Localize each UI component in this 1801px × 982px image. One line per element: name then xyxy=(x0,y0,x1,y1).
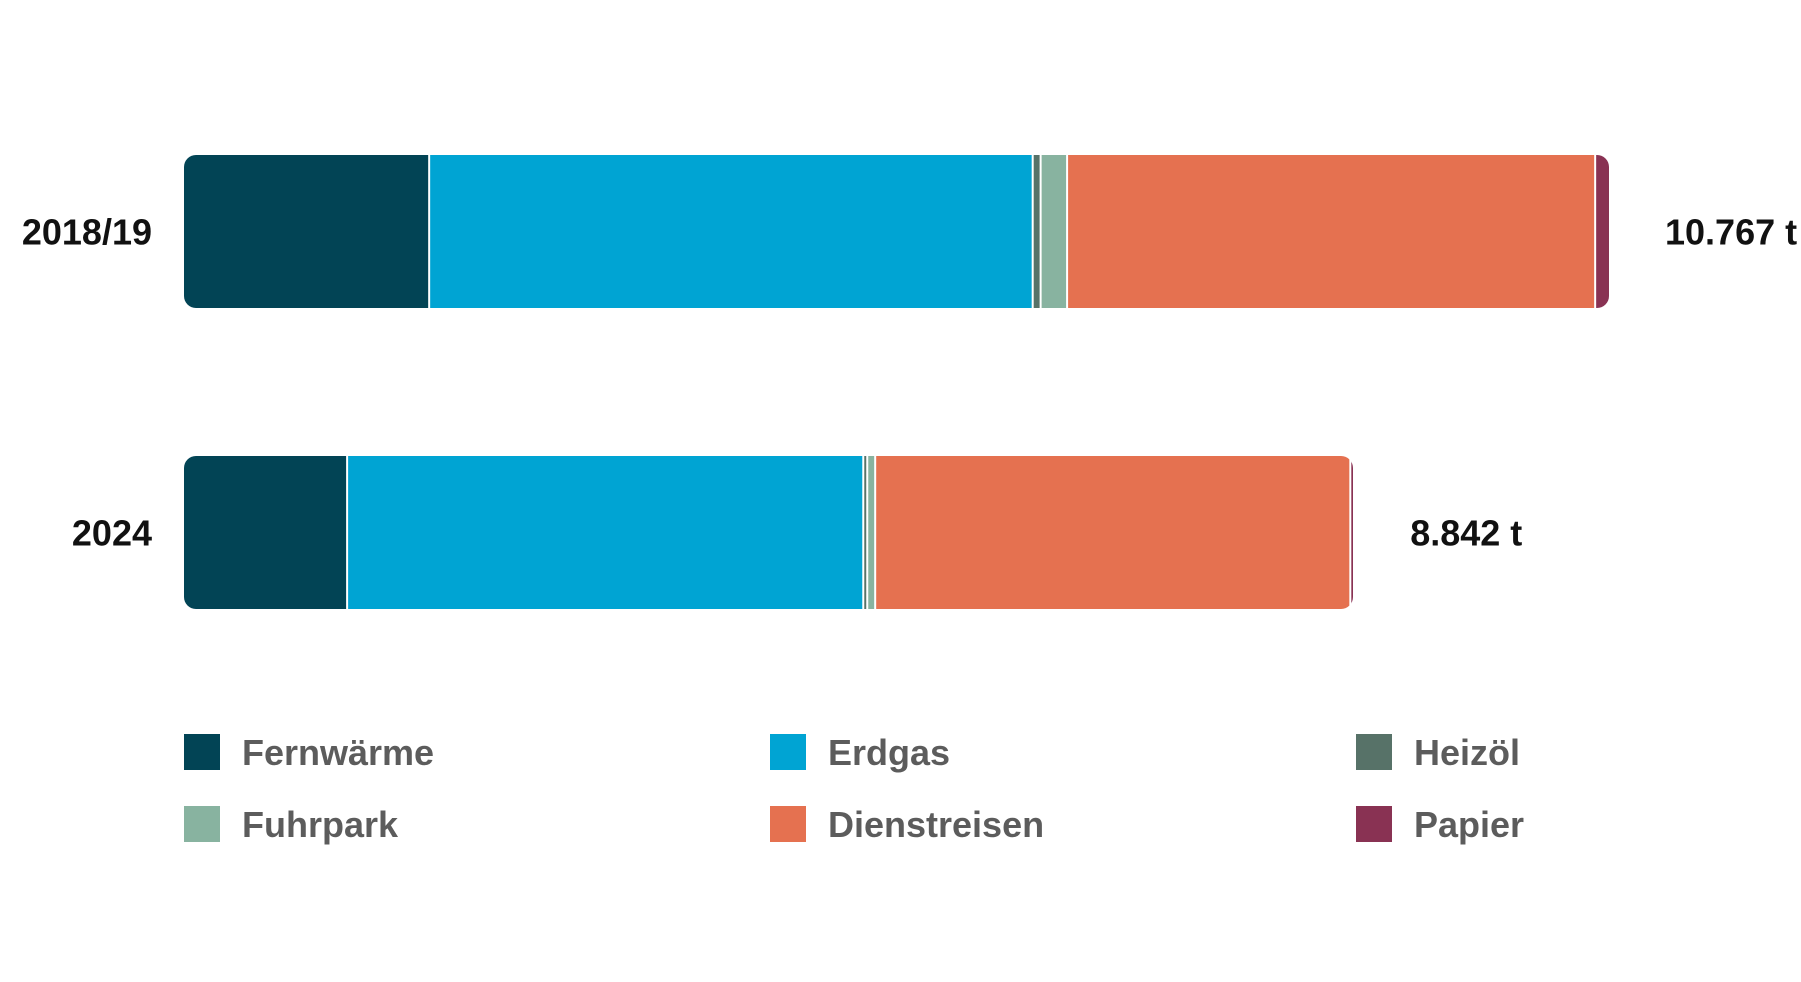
bar-segment-fernwärme xyxy=(184,155,429,308)
legend-item-dienstreisen: Dienstreisen xyxy=(770,804,1044,845)
bar-segment-dienstreisen xyxy=(1068,155,1595,308)
total-label: 8.842 t xyxy=(1410,513,1522,554)
category-label: 2018/19 xyxy=(22,212,152,253)
legend-label: Dienstreisen xyxy=(828,804,1044,845)
bar-segment-heizöl xyxy=(864,456,867,609)
row-labels: 2018/19 2024 xyxy=(22,212,152,554)
legend-swatch xyxy=(1356,806,1392,842)
legend-item-papier: Papier xyxy=(1356,804,1524,845)
bar-segment-fuhrpark xyxy=(1041,155,1067,308)
legend-swatch xyxy=(770,806,806,842)
legend-label: Papier xyxy=(1414,804,1524,845)
bar-segment-papier xyxy=(1351,456,1353,609)
totals: 10.767 t 8.842 t xyxy=(1410,212,1797,554)
legend-item-fernwärme: Fernwärme xyxy=(184,732,434,773)
bar-row-0 xyxy=(184,155,1609,308)
legend-label: Heizöl xyxy=(1414,732,1520,773)
legend-swatch xyxy=(1356,734,1392,770)
legend-swatch xyxy=(184,734,220,770)
bar-segment-papier xyxy=(1596,155,1609,308)
legend-swatch xyxy=(184,806,220,842)
legend: Fernwärme Erdgas Heizöl Fuhrpark Dienstreise… xyxy=(184,732,1524,845)
legend-label: Fuhrpark xyxy=(242,804,399,845)
bar-segment-fernwärme xyxy=(184,456,347,609)
legend-item-heizöl: Heizöl xyxy=(1356,732,1520,773)
bar-row-1 xyxy=(184,456,1353,609)
bar-segment-heizöl xyxy=(1033,155,1040,308)
bar-segment-erdgas xyxy=(430,155,1032,308)
legend-label: Erdgas xyxy=(828,732,950,773)
legend-label: Fernwärme xyxy=(242,732,434,773)
legend-item-fuhrpark: Fuhrpark xyxy=(184,804,399,845)
category-label: 2024 xyxy=(72,513,152,554)
bar-segment-dienstreisen xyxy=(876,456,1350,609)
total-label: 10.767 t xyxy=(1665,212,1797,253)
legend-swatch xyxy=(770,734,806,770)
legend-item-erdgas: Erdgas xyxy=(770,732,950,773)
bar-segment-fuhrpark xyxy=(868,456,875,609)
bars xyxy=(184,155,1609,609)
bar-segment-erdgas xyxy=(348,456,863,609)
